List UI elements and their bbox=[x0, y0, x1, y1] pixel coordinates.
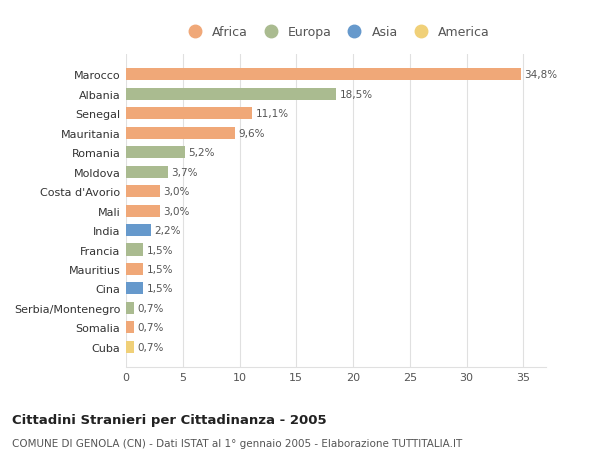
Text: 0,7%: 0,7% bbox=[137, 323, 164, 333]
Bar bbox=[126, 166, 168, 179]
Text: 1,5%: 1,5% bbox=[146, 245, 173, 255]
Text: 3,0%: 3,0% bbox=[163, 206, 190, 216]
Text: 1,5%: 1,5% bbox=[146, 284, 173, 294]
Text: 34,8%: 34,8% bbox=[524, 70, 557, 80]
Bar bbox=[126, 108, 252, 120]
Bar bbox=[126, 224, 151, 236]
Text: COMUNE DI GENOLA (CN) - Dati ISTAT al 1° gennaio 2005 - Elaborazione TUTTITALIA.: COMUNE DI GENOLA (CN) - Dati ISTAT al 1°… bbox=[12, 438, 462, 448]
Bar bbox=[126, 263, 143, 275]
Bar bbox=[126, 244, 143, 256]
Bar bbox=[126, 205, 160, 217]
Text: Cittadini Stranieri per Cittadinanza - 2005: Cittadini Stranieri per Cittadinanza - 2… bbox=[12, 413, 326, 426]
Text: 11,1%: 11,1% bbox=[256, 109, 289, 119]
Bar bbox=[126, 128, 235, 140]
Text: 0,7%: 0,7% bbox=[137, 303, 164, 313]
Text: 18,5%: 18,5% bbox=[340, 90, 373, 100]
Text: 5,2%: 5,2% bbox=[188, 148, 215, 158]
Bar bbox=[126, 283, 143, 295]
Bar bbox=[126, 69, 521, 81]
Bar bbox=[126, 147, 185, 159]
Bar bbox=[126, 302, 134, 314]
Bar bbox=[126, 89, 336, 101]
Legend: Africa, Europa, Asia, America: Africa, Europa, Asia, America bbox=[179, 24, 493, 42]
Bar bbox=[126, 322, 134, 334]
Text: 9,6%: 9,6% bbox=[238, 129, 265, 139]
Text: 3,0%: 3,0% bbox=[163, 187, 190, 197]
Text: 2,2%: 2,2% bbox=[154, 225, 181, 235]
Text: 3,7%: 3,7% bbox=[172, 168, 198, 177]
Text: 0,7%: 0,7% bbox=[137, 342, 164, 352]
Bar bbox=[126, 341, 134, 353]
Bar bbox=[126, 186, 160, 198]
Text: 1,5%: 1,5% bbox=[146, 264, 173, 274]
